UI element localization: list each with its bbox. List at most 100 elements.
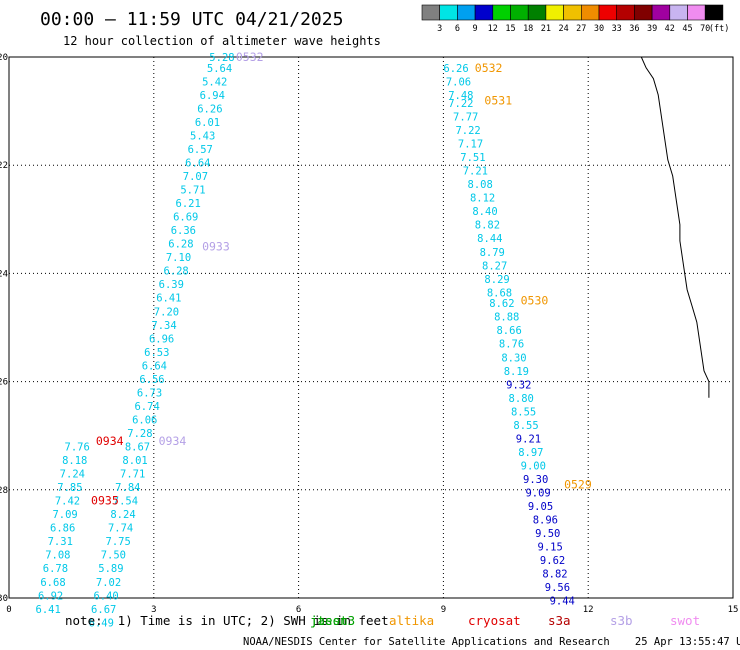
legend-bin-label: 6: [455, 24, 460, 34]
wave-height-value: 7.28: [127, 428, 152, 440]
legend-swatch: [492, 4, 511, 21]
legend-swatch: [563, 4, 582, 21]
footer-credit: NOAA/NESDIS Center for Satellite Applica…: [243, 636, 740, 648]
wave-height-value: 7.75: [106, 536, 131, 548]
wave-height-value: 6.53: [144, 347, 169, 359]
legend-swatch: [687, 4, 706, 21]
pass-time-label: 0933: [202, 239, 230, 253]
wave-height-value: 6.73: [137, 387, 162, 399]
wave-height-value: 8.30: [501, 352, 526, 364]
legend-bin-label: 18: [523, 24, 533, 34]
wave-height-value: 7.21: [463, 166, 488, 178]
x-tick-label: 3: [151, 605, 156, 615]
wave-height-value: 9.62: [540, 555, 565, 567]
legend-bin-label: 30: [594, 24, 604, 34]
wave-height-value: 8.08: [468, 179, 493, 191]
wave-height-value: 7.50: [101, 550, 126, 562]
wave-height-value: 8.19: [504, 366, 529, 378]
wave-height-value: 7.71: [120, 469, 145, 481]
wave-height-value: 7.76: [65, 442, 90, 454]
pass-time-label: 0529: [564, 477, 592, 491]
wave-height-value: 6.49: [89, 617, 114, 629]
wave-height-value: 7.54: [113, 496, 138, 508]
wave-height-value: 8.76: [499, 339, 524, 351]
pass-time-label: 0935: [91, 494, 119, 508]
coastline: [640, 56, 710, 398]
wave-height-value: 9.21: [516, 433, 541, 445]
legend-swatch: [421, 4, 441, 21]
wave-height-value: 5.28: [209, 52, 234, 64]
wave-height-value: 9.44: [550, 596, 575, 608]
wave-height-value: 7.02: [96, 577, 121, 589]
chart-subtitle: 12 hour collection of altimeter wave hei…: [63, 34, 381, 48]
wave-height-value: 8.82: [542, 569, 567, 581]
wave-height-value: 9.30: [523, 474, 548, 486]
wave-height-value: 9.00: [521, 460, 546, 472]
x-tick-label: 0: [6, 605, 11, 615]
wave-height-value: 7.09: [52, 509, 77, 521]
legend-swatch: [669, 4, 688, 21]
wave-height-value: 7.48: [448, 90, 473, 102]
wave-height-value: 7.74: [108, 523, 133, 535]
legend-bin-label: 39: [647, 24, 657, 34]
satellite-name: s3b: [610, 613, 633, 628]
legend-bin-label: 15: [505, 24, 515, 34]
y-tick-label: -24: [0, 269, 8, 279]
wave-height-value: 6.36: [171, 225, 196, 237]
wave-height-value: 9.05: [528, 501, 553, 513]
footnote: note: 1) Time is in UTC; 2) SWH is in fe…: [65, 613, 389, 628]
legend-bin-label: 33: [612, 24, 622, 34]
wave-height-value: 6.68: [40, 577, 65, 589]
wave-height-value: 9.56: [545, 582, 570, 594]
wave-height-value: 5.42: [202, 76, 227, 88]
wave-height-value: 6.74: [134, 401, 159, 413]
satellite-name: jason3: [310, 613, 355, 628]
x-tick-label: 6: [296, 605, 301, 615]
legend-swatch: [704, 4, 724, 21]
wave-height-value: 7.24: [60, 469, 85, 481]
wave-height-value: 6.21: [176, 198, 201, 210]
legend-bin-label: 36: [629, 24, 639, 34]
legend-swatch: [545, 4, 564, 21]
wave-height-value: 9.09: [525, 488, 550, 500]
color-legend: 3 6 9 12 15 18 21 24 27 30 33 36 39 42 45 70(ft): [421, 4, 729, 34]
wave-height-value: 7.07: [183, 171, 208, 183]
x-tick-label: 9: [441, 605, 446, 615]
legend-swatch: [651, 4, 671, 21]
chart-title: 00:00 – 11:59 UTC 04/21/2025: [40, 9, 343, 30]
y-tick-label: -28: [0, 486, 8, 496]
wave-height-value: 7.84: [115, 482, 140, 494]
satellite-name: cryosat: [468, 613, 521, 628]
legend-bin-label: 21: [541, 24, 551, 34]
wave-height-value: 6.92: [38, 590, 63, 602]
wave-height-value: 8.96: [533, 515, 558, 527]
wave-height-value: 7.34: [151, 320, 176, 332]
wave-height-value: 7.08: [45, 550, 70, 562]
wave-height-value: 6.69: [173, 212, 198, 224]
pass-time-label: 0530: [521, 293, 549, 307]
wave-height-value: 6.28: [163, 266, 188, 278]
legend-swatch: [457, 4, 476, 21]
wave-height-value: 6.94: [200, 90, 225, 102]
wave-height-value: 8.18: [62, 455, 87, 467]
legend-bin-label: 3: [437, 24, 442, 34]
wave-height-value: 6.28: [168, 239, 193, 251]
legend-swatch: [527, 4, 547, 21]
legend-swatch: [598, 4, 618, 21]
legend-swatch: [510, 4, 529, 21]
wave-height-value: 8.44: [477, 233, 502, 245]
y-tick-label: -22: [0, 161, 8, 171]
wave-height-value: 8.40: [472, 206, 497, 218]
y-tick-label: -26: [0, 378, 8, 388]
wave-height-value: 6.41: [36, 604, 61, 616]
wave-height-value: 8.29: [484, 274, 509, 286]
wave-height-value: 7.17: [458, 139, 483, 151]
y-tick-label: -30: [0, 594, 8, 604]
wave-height-value: 6.41: [156, 293, 181, 305]
wave-height-value: 5.64: [207, 63, 232, 75]
pass-time-label: 0934: [96, 434, 124, 448]
wave-height-value: 7.06: [446, 76, 471, 88]
legend-swatch: [474, 4, 494, 21]
wave-height-value: 8.82: [475, 220, 500, 232]
